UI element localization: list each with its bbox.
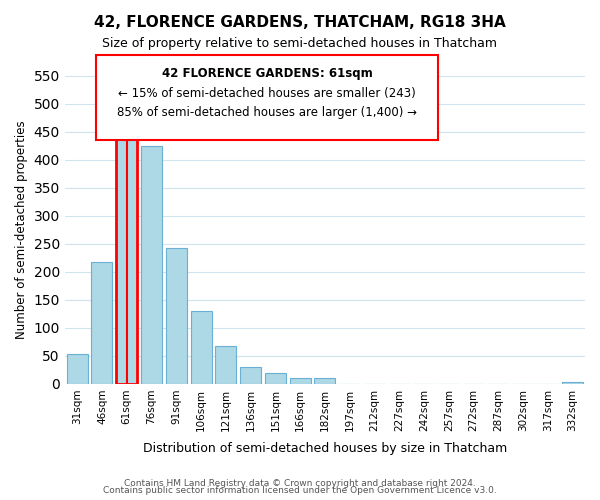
- Text: 42, FLORENCE GARDENS, THATCHAM, RG18 3HA: 42, FLORENCE GARDENS, THATCHAM, RG18 3HA: [94, 15, 506, 30]
- Bar: [562, 382, 583, 384]
- Bar: [290, 378, 311, 384]
- Bar: [91, 262, 112, 384]
- Y-axis label: Number of semi-detached properties: Number of semi-detached properties: [15, 120, 28, 339]
- Text: Contains HM Land Registry data © Crown copyright and database right 2024.: Contains HM Land Registry data © Crown c…: [124, 478, 476, 488]
- Text: 85% of semi-detached houses are larger (1,400) →: 85% of semi-detached houses are larger (…: [117, 106, 417, 119]
- Bar: [265, 373, 286, 384]
- Text: Size of property relative to semi-detached houses in Thatcham: Size of property relative to semi-detach…: [103, 38, 497, 51]
- Bar: [166, 248, 187, 384]
- Bar: [240, 367, 261, 384]
- Bar: [191, 311, 212, 384]
- Bar: [116, 126, 137, 384]
- Bar: [215, 346, 236, 384]
- Text: ← 15% of semi-detached houses are smaller (243): ← 15% of semi-detached houses are smalle…: [118, 88, 416, 101]
- Bar: [314, 378, 335, 384]
- Text: Contains public sector information licensed under the Open Government Licence v3: Contains public sector information licen…: [103, 486, 497, 495]
- Bar: [141, 146, 162, 384]
- Text: 42 FLORENCE GARDENS: 61sqm: 42 FLORENCE GARDENS: 61sqm: [161, 68, 373, 80]
- X-axis label: Distribution of semi-detached houses by size in Thatcham: Distribution of semi-detached houses by …: [143, 442, 507, 455]
- Bar: [67, 354, 88, 384]
